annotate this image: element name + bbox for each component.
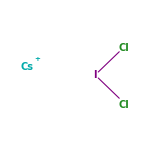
Text: I: I: [93, 70, 97, 80]
Text: Cs: Cs: [21, 63, 33, 72]
Text: Cl: Cl: [118, 43, 129, 53]
Text: Cl: Cl: [118, 100, 129, 110]
Text: +: +: [34, 56, 40, 62]
